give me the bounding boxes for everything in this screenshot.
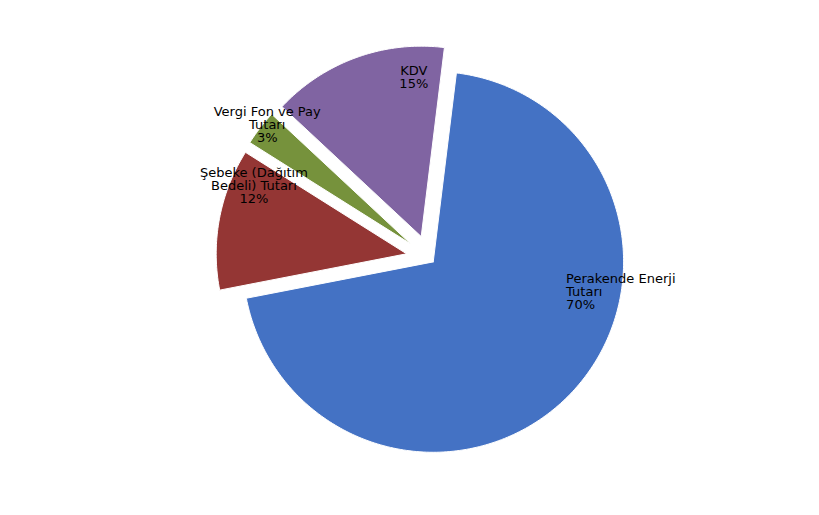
svg-text:Perakende EnerjiTutarı70%: Perakende EnerjiTutarı70% xyxy=(565,271,675,312)
svg-text:Şebeke (DağıtımBedeli) Tutarı1: Şebeke (DağıtımBedeli) Tutarı12% xyxy=(200,165,308,206)
svg-text:KDV15%: KDV15% xyxy=(399,63,428,91)
svg-text:Vergi Fon ve PayTutarı3%: Vergi Fon ve PayTutarı3% xyxy=(214,104,321,145)
